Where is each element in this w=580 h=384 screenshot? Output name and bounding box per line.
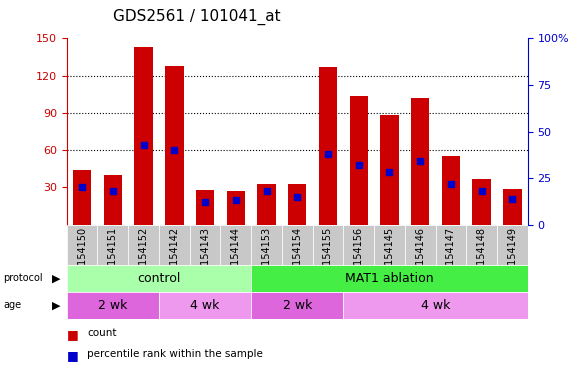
Text: GSM154145: GSM154145 [385, 227, 394, 286]
Bar [251, 225, 282, 265]
Bar [251, 292, 343, 319]
Text: GSM154150: GSM154150 [77, 227, 87, 286]
Bar [313, 225, 343, 265]
Text: percentile rank within the sample: percentile rank within the sample [87, 349, 263, 359]
Bar [343, 225, 374, 265]
Text: GSM154155: GSM154155 [323, 227, 333, 286]
Bar [288, 184, 306, 225]
Bar [251, 265, 528, 292]
Bar [159, 225, 190, 265]
Bar [67, 292, 159, 319]
Text: age: age [3, 300, 21, 310]
Bar [405, 225, 436, 265]
Text: GSM154146: GSM154146 [415, 227, 425, 286]
Bar [466, 225, 497, 265]
Text: 2 wk: 2 wk [98, 299, 128, 312]
Bar [319, 67, 337, 225]
Bar [67, 225, 97, 265]
Text: 4 wk: 4 wk [190, 299, 220, 312]
Bar [135, 47, 153, 225]
Text: GSM154156: GSM154156 [354, 227, 364, 286]
Bar [104, 175, 122, 225]
Bar [67, 265, 251, 292]
Bar [374, 225, 405, 265]
Text: GDS2561 / 101041_at: GDS2561 / 101041_at [113, 9, 281, 25]
Text: MAT1 ablation: MAT1 ablation [345, 272, 434, 285]
Text: count: count [87, 328, 117, 338]
Text: 2 wk: 2 wk [282, 299, 312, 312]
Bar [282, 225, 313, 265]
Bar [350, 96, 368, 225]
Text: GSM154151: GSM154151 [108, 227, 118, 286]
Bar [196, 190, 214, 225]
Text: GSM154154: GSM154154 [292, 227, 302, 286]
Bar [128, 225, 159, 265]
Bar [497, 225, 528, 265]
Text: ▶: ▶ [52, 273, 61, 283]
Bar [190, 225, 220, 265]
Bar [473, 179, 491, 225]
Bar [73, 170, 91, 225]
Bar [165, 66, 183, 225]
Text: GSM154149: GSM154149 [508, 227, 517, 286]
Text: ▶: ▶ [52, 300, 61, 310]
Text: GSM154147: GSM154147 [446, 227, 456, 286]
Text: protocol: protocol [3, 273, 42, 283]
Text: GSM154148: GSM154148 [477, 227, 487, 286]
Bar [442, 156, 460, 225]
Bar [436, 225, 466, 265]
Bar [97, 225, 128, 265]
Text: GSM154143: GSM154143 [200, 227, 210, 286]
Text: GSM154142: GSM154142 [169, 227, 179, 286]
Bar [227, 191, 245, 225]
Text: GSM154152: GSM154152 [139, 227, 148, 286]
Bar [343, 292, 528, 319]
Bar [220, 225, 251, 265]
Bar [503, 189, 521, 225]
Text: 4 wk: 4 wk [421, 299, 450, 312]
Text: control: control [137, 272, 180, 285]
Bar [380, 115, 398, 225]
Bar [258, 184, 275, 225]
Bar [411, 98, 429, 225]
Bar [159, 292, 251, 319]
Text: GSM154144: GSM154144 [231, 227, 241, 286]
Text: GSM154153: GSM154153 [262, 227, 271, 286]
Text: ■: ■ [67, 349, 78, 362]
Text: ■: ■ [67, 328, 78, 341]
